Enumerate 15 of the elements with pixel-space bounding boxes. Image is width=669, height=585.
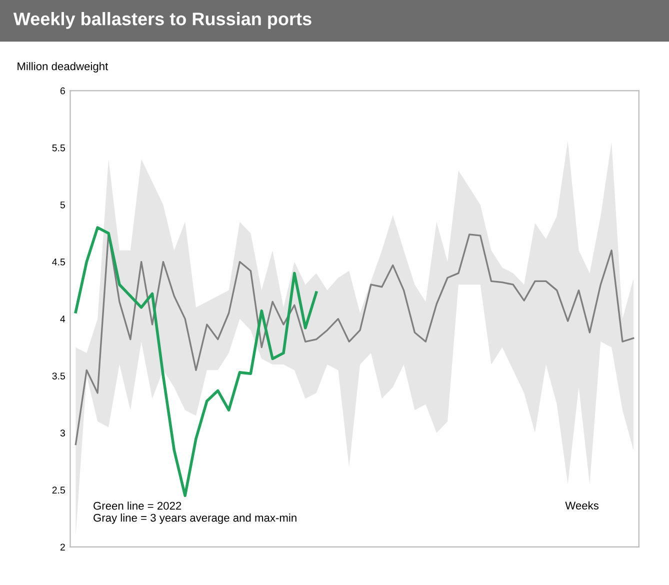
line-series xyxy=(74,232,634,446)
chart-title: Weekly ballasters to Russian ports xyxy=(13,12,312,29)
y-tick-label: 5.5 xyxy=(52,144,65,152)
line-series xyxy=(74,226,318,498)
y-tick-label: 5 xyxy=(60,202,65,208)
y-tick-label: 4.5 xyxy=(52,258,65,266)
y-tick-label: 2.5 xyxy=(52,486,65,494)
y-tick-label: 3.5 xyxy=(52,372,65,380)
y-tick-label: 4 xyxy=(60,316,66,322)
annotation: Green line = 2022 Gray line = 3 years average and max-min xyxy=(94,502,296,524)
x-axis-title: Weeks xyxy=(565,501,599,510)
y-tick-label: 2 xyxy=(60,544,65,550)
y-axis-title: Million deadweight xyxy=(18,62,108,72)
y-tick-label: 3 xyxy=(60,430,65,437)
y-tick-label: 6 xyxy=(60,87,65,94)
